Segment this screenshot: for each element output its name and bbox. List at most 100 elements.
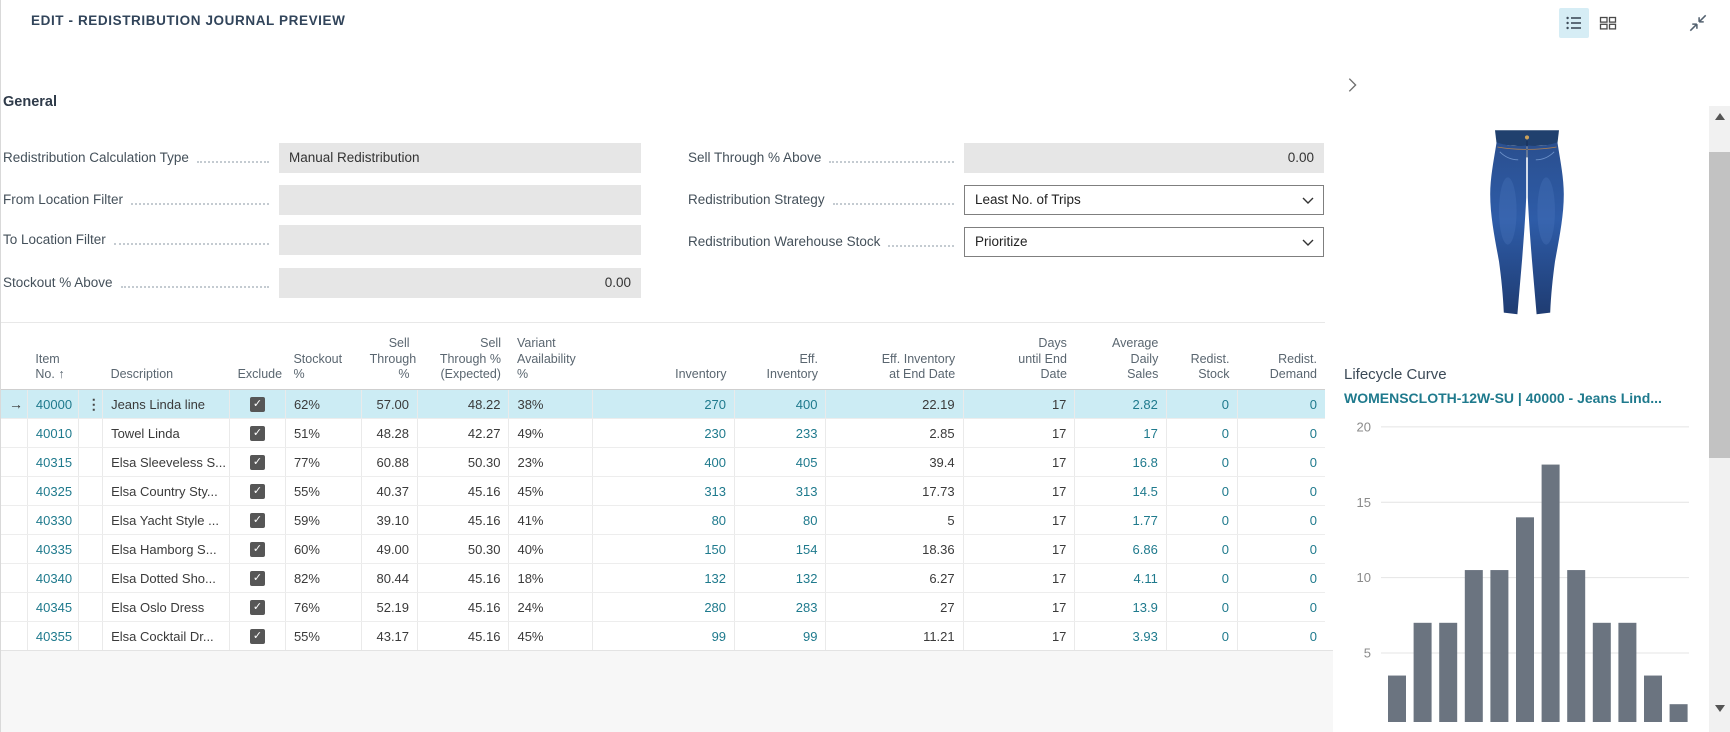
cell-redist_demand[interactable]: 0 (1309, 541, 1317, 557)
cell-redist_demand[interactable]: 0 (1309, 396, 1317, 412)
cell-item_no[interactable]: 40010 (26, 418, 79, 448)
cell-item_no[interactable]: 40330 (35, 512, 73, 528)
cell-redist_demand[interactable]: 0 (1236, 621, 1325, 651)
cell-inventory[interactable]: 80 (711, 512, 727, 528)
cell-item_no[interactable]: 40315 (35, 454, 73, 470)
factbox-expand-button[interactable] (1339, 72, 1365, 98)
cell-redist_demand[interactable]: 0 (1236, 389, 1325, 419)
redistribution-warehouse-stock-select[interactable]: Prioritize (964, 227, 1324, 257)
cell-eff_inventory[interactable]: 405 (734, 447, 826, 477)
cell-avg_daily_sales[interactable]: 4.11 (1074, 563, 1167, 593)
cell-redist_stock[interactable]: 0 (1165, 592, 1238, 622)
table-row[interactable]: 40345 Elsa Oslo Dress ✓ 76% 52.19 45.16 24% 280… (1, 592, 1325, 622)
cell-inventory[interactable]: 280 (591, 592, 735, 622)
cell-item_no[interactable]: 40335 (35, 541, 73, 557)
cell-eff_inventory[interactable]: 132 (795, 570, 818, 586)
cell-redist_demand[interactable]: 0 (1236, 447, 1325, 477)
cell-inventory[interactable]: 270 (704, 396, 727, 412)
cell-avg_daily_sales[interactable]: 17 (1074, 418, 1167, 448)
column-header-variant_availability[interactable]: Variant Availability % (508, 322, 593, 390)
cell-avg_daily_sales[interactable]: 3.93 (1132, 628, 1158, 644)
exclude-checkbox[interactable]: ✓ (250, 397, 266, 413)
cell-avg_daily_sales[interactable]: 6.86 (1074, 534, 1167, 564)
cell-redist_demand[interactable]: 0 (1309, 628, 1317, 644)
column-header-eff_inventory[interactable]: Eff. Inventory (734, 322, 826, 390)
redistribution-calculation-type-field[interactable]: Manual Redistribution (279, 143, 641, 173)
cell-inventory[interactable]: 230 (704, 425, 727, 441)
cell-redist_demand[interactable]: 0 (1309, 599, 1317, 615)
stockout-pct-above-field[interactable]: 0.00 (279, 268, 641, 298)
cell-redist_demand[interactable]: 0 (1236, 563, 1325, 593)
factbox-scrollbar[interactable] (1709, 106, 1730, 732)
cell-redist_demand[interactable]: 0 (1309, 512, 1317, 528)
cell-redist_stock[interactable]: 0 (1165, 505, 1238, 535)
collapse-window-button[interactable] (1683, 8, 1713, 38)
table-row[interactable]: 40355 Elsa Cocktail Dr... ✓ 55% 43.17 45.16 45… (1, 621, 1325, 651)
table-row[interactable]: 40315 Elsa Sleeveless S... ✓ 77% 60.88 50.30 2… (1, 447, 1325, 477)
cell-avg_daily_sales[interactable]: 6.86 (1132, 541, 1158, 557)
lifecycle-curve-subtitle-link[interactable]: WOMENSCLOTH-12W-SU | 40000 - Jeans Lind.… (1344, 390, 1662, 406)
sell-through-pct-above-field[interactable]: 0.00 (964, 143, 1324, 173)
column-header-redist_stock[interactable]: Redist. Stock (1166, 322, 1238, 390)
cell-eff_inventory[interactable]: 99 (734, 621, 826, 651)
cell-redist_demand[interactable]: 0 (1309, 570, 1317, 586)
cell-inventory[interactable]: 270 (591, 389, 735, 419)
cell-inventory[interactable]: 99 (591, 621, 735, 651)
exclude-checkbox[interactable]: ✓ (250, 426, 266, 442)
cell-item_no[interactable]: 40315 (26, 447, 79, 477)
cell-eff_inventory[interactable]: 80 (734, 505, 826, 535)
cell-avg_daily_sales[interactable]: 13.9 (1074, 592, 1167, 622)
cell-item_no[interactable]: 40345 (35, 599, 73, 615)
column-header-inventory[interactable]: Inventory (592, 322, 735, 390)
column-header-eff_inventory_end[interactable]: Eff. Inventory at End Date (825, 322, 964, 390)
cell-inventory[interactable]: 132 (704, 570, 727, 586)
exclude-checkbox[interactable]: ✓ (250, 542, 266, 558)
cell-redist_stock[interactable]: 0 (1165, 563, 1238, 593)
cell-eff_inventory[interactable]: 154 (734, 534, 826, 564)
cell-redist_stock[interactable]: 0 (1221, 483, 1229, 499)
cell-redist_stock[interactable]: 0 (1165, 389, 1238, 419)
cell-redist_stock[interactable]: 0 (1221, 541, 1229, 557)
row-context-menu-icon[interactable]: ⋮ (86, 395, 101, 412)
tiles-view-toggle-button[interactable] (1593, 8, 1623, 38)
cell-redist_demand[interactable]: 0 (1236, 505, 1325, 535)
cell-redist_demand[interactable]: 0 (1236, 418, 1325, 448)
table-row[interactable]: 40325 Elsa Country Sty... ✓ 55% 40.37 45.16 45… (1, 476, 1325, 506)
cell-item_no[interactable]: 40330 (26, 505, 79, 535)
cell-item_no[interactable]: 40340 (35, 570, 73, 586)
cell-redist_demand[interactable]: 0 (1236, 534, 1325, 564)
cell-inventory[interactable]: 150 (591, 534, 735, 564)
column-header-redist_demand[interactable]: Redist. Demand (1237, 322, 1325, 390)
cell-avg_daily_sales[interactable]: 1.77 (1132, 512, 1158, 528)
cell-inventory[interactable]: 313 (591, 476, 735, 506)
cell-redist_stock[interactable]: 0 (1165, 621, 1238, 651)
list-view-toggle-button[interactable] (1559, 8, 1589, 38)
cell-eff_inventory[interactable]: 80 (803, 512, 818, 528)
from-location-filter-field[interactable] (279, 185, 641, 215)
column-header-stockout[interactable]: Stockout % (285, 322, 362, 390)
exclude-checkbox[interactable]: ✓ (250, 484, 266, 500)
cell-eff_inventory[interactable]: 132 (734, 563, 826, 593)
cell-inventory[interactable]: 150 (704, 541, 727, 557)
table-row[interactable]: → 40000 ⋮ Jeans Linda line ✓ 62% 57.00 48.22 38%… (1, 389, 1325, 419)
table-row[interactable]: 40010 Towel Linda ✓ 51% 48.28 42.27 49% 230 233 2… (1, 418, 1325, 448)
cell-redist_stock[interactable]: 0 (1221, 396, 1229, 412)
cell-inventory[interactable]: 80 (591, 505, 735, 535)
cell-inventory[interactable]: 400 (591, 447, 735, 477)
cell-avg_daily_sales[interactable]: 16.8 (1074, 447, 1167, 477)
scrollbar-down-button[interactable] (1709, 698, 1730, 718)
cell-avg_daily_sales[interactable]: 14.5 (1132, 483, 1158, 499)
exclude-checkbox[interactable]: ✓ (250, 571, 266, 587)
cell-avg_daily_sales[interactable]: 2.82 (1132, 396, 1158, 412)
table-row[interactable]: 40330 Elsa Yacht Style ... ✓ 59% 39.10 45.16 4… (1, 505, 1325, 535)
cell-eff_inventory[interactable]: 283 (795, 599, 818, 615)
cell-item_no[interactable]: 40325 (26, 476, 79, 506)
column-header-days_until_end[interactable]: Days until End Date (963, 322, 1075, 390)
column-header-avg_daily_sales[interactable]: Average Daily Sales (1074, 322, 1167, 390)
scrollbar-thumb[interactable] (1709, 152, 1730, 458)
cell-redist_demand[interactable]: 0 (1309, 483, 1317, 499)
cell-item_no[interactable]: 40335 (26, 534, 79, 564)
cell-redist_stock[interactable]: 0 (1221, 628, 1229, 644)
cell-eff_inventory[interactable]: 400 (734, 389, 826, 419)
cell-inventory[interactable]: 99 (711, 628, 727, 644)
